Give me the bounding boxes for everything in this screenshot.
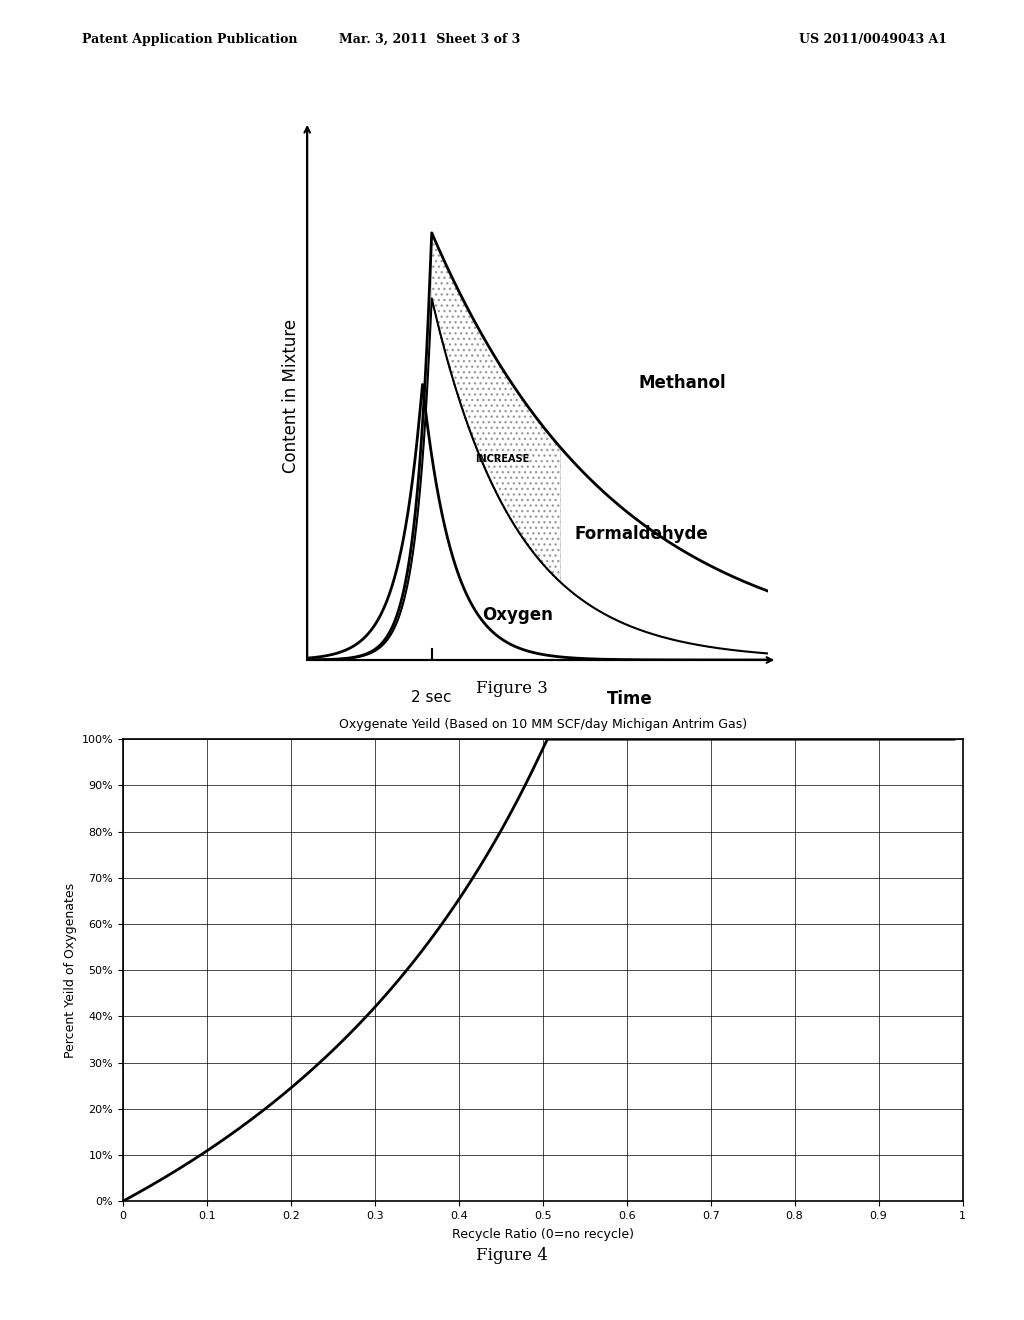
Title: Oxygenate Yeild (Based on 10 MM SCF/day Michigan Antrim Gas): Oxygenate Yeild (Based on 10 MM SCF/day … bbox=[339, 718, 746, 731]
Text: US 2011/0049043 A1: US 2011/0049043 A1 bbox=[799, 33, 947, 46]
Text: INCREASE: INCREASE bbox=[475, 454, 529, 463]
Text: Methanol: Methanol bbox=[639, 375, 727, 392]
Text: Formaldehyde: Formaldehyde bbox=[574, 525, 709, 544]
Text: 2 sec: 2 sec bbox=[412, 690, 452, 705]
Y-axis label: Percent Yeild of Oxygenates: Percent Yeild of Oxygenates bbox=[65, 883, 78, 1057]
Text: Time: Time bbox=[607, 690, 652, 708]
Text: Figure 3: Figure 3 bbox=[476, 680, 548, 697]
Y-axis label: Content in Mixture: Content in Mixture bbox=[283, 319, 300, 473]
Text: Patent Application Publication: Patent Application Publication bbox=[82, 33, 297, 46]
Text: Mar. 3, 2011  Sheet 3 of 3: Mar. 3, 2011 Sheet 3 of 3 bbox=[339, 33, 521, 46]
X-axis label: Recycle Ratio (0=no recycle): Recycle Ratio (0=no recycle) bbox=[452, 1228, 634, 1241]
Text: Oxygen: Oxygen bbox=[482, 606, 553, 624]
Text: Figure 4: Figure 4 bbox=[476, 1247, 548, 1265]
